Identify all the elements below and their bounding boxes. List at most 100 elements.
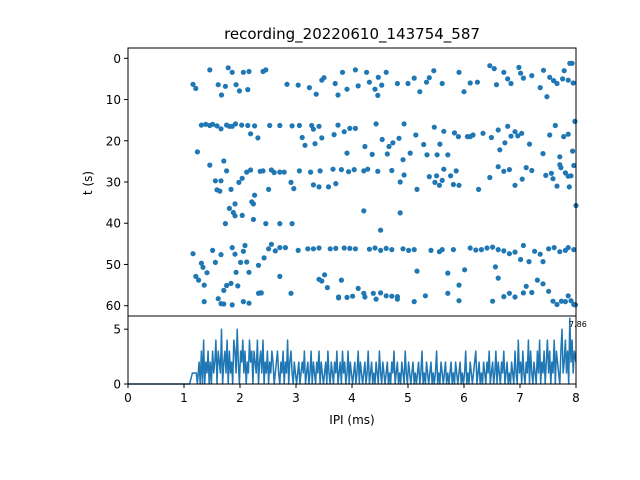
raster-point xyxy=(434,152,440,158)
raster-point xyxy=(492,264,498,270)
raster-point xyxy=(461,89,467,95)
histogram-x-tick-label: 7 xyxy=(516,391,524,405)
raster-point xyxy=(439,247,445,253)
raster-point xyxy=(352,125,358,131)
raster-point xyxy=(267,122,273,129)
raster-point xyxy=(366,79,372,85)
histogram-x-tick-label: 3 xyxy=(292,391,300,405)
raster-point xyxy=(373,121,379,127)
raster-point xyxy=(365,166,371,172)
raster-point xyxy=(523,283,529,289)
raster-point xyxy=(346,169,352,175)
raster-point xyxy=(232,121,239,127)
raster-point xyxy=(240,69,246,75)
raster-point xyxy=(572,302,579,308)
raster-point xyxy=(543,172,549,178)
raster-point xyxy=(423,79,430,85)
raster-point xyxy=(386,143,392,150)
raster-point xyxy=(229,245,235,251)
raster-point xyxy=(201,299,207,305)
raster-point xyxy=(222,221,228,227)
raster-point xyxy=(362,294,368,300)
histogram-x-tick-label: 1 xyxy=(180,391,188,405)
raster-point xyxy=(422,293,428,299)
raster-point xyxy=(561,134,567,140)
raster-point xyxy=(505,76,511,82)
raster-point xyxy=(222,83,228,89)
raster-point xyxy=(232,201,238,207)
raster-point xyxy=(327,246,333,252)
raster-point xyxy=(218,126,224,132)
raster-point xyxy=(218,92,225,98)
raster-point xyxy=(565,131,571,137)
raster-point xyxy=(316,245,322,251)
raster-point xyxy=(319,135,325,141)
raster-point xyxy=(235,283,241,289)
raster-point xyxy=(453,168,459,174)
raster-point xyxy=(379,82,385,88)
raster-point xyxy=(193,273,199,279)
raster-point xyxy=(291,186,297,192)
raster-point xyxy=(296,122,302,129)
raster-point xyxy=(228,280,234,286)
raster-point xyxy=(520,242,527,249)
raster-point xyxy=(432,179,438,185)
raster-point xyxy=(258,290,264,296)
raster-point xyxy=(451,130,458,136)
raster-point xyxy=(529,167,535,174)
raster-point xyxy=(378,247,384,253)
raster-point xyxy=(550,176,556,182)
raster-y-tick-label: 20 xyxy=(106,134,121,148)
raster-point xyxy=(397,179,403,185)
raster-point xyxy=(421,141,427,148)
raster-point xyxy=(203,121,209,127)
raster-point xyxy=(512,294,518,300)
raster-point xyxy=(405,80,411,87)
raster-point xyxy=(501,69,507,75)
raster-point xyxy=(571,247,577,253)
raster-point xyxy=(506,290,512,296)
raster-point xyxy=(350,293,356,299)
raster-point xyxy=(505,123,511,129)
raster-point xyxy=(417,89,423,95)
raster-point xyxy=(470,132,476,138)
raster-point xyxy=(330,166,336,172)
raster-point xyxy=(239,122,245,128)
raster-point xyxy=(557,249,563,255)
raster-point xyxy=(520,290,527,296)
raster-point xyxy=(467,245,473,251)
raster-point xyxy=(242,242,248,249)
raster-point xyxy=(401,172,407,178)
raster-point xyxy=(473,247,479,253)
raster-point xyxy=(295,247,301,253)
histogram-y-tick-label: 5 xyxy=(113,323,121,337)
raster-point xyxy=(361,208,367,214)
raster-point xyxy=(551,78,557,84)
raster-point xyxy=(414,268,420,274)
raster-point xyxy=(411,299,417,305)
raster-point xyxy=(518,70,524,76)
raster-point xyxy=(215,82,221,88)
histogram-annotation: 7.86 xyxy=(569,320,587,329)
raster-point xyxy=(319,278,325,284)
raster-point xyxy=(437,141,443,147)
raster-point xyxy=(490,244,496,250)
raster-point xyxy=(196,277,202,283)
raster-y-ticks: 0 10 20 30 40 50 60 xyxy=(106,52,128,313)
raster-point xyxy=(445,290,451,296)
raster-point xyxy=(255,262,262,268)
raster-point xyxy=(338,167,344,173)
raster-point xyxy=(390,140,396,146)
raster-point xyxy=(428,247,434,253)
raster-point xyxy=(529,289,535,296)
raster-point xyxy=(322,272,328,278)
raster-point xyxy=(224,282,230,289)
raster-point xyxy=(413,132,419,138)
histogram-line xyxy=(128,317,577,385)
raster-point xyxy=(506,251,512,257)
histogram-x-tick-label: 8 xyxy=(572,391,580,405)
raster-point xyxy=(344,294,350,300)
raster-point xyxy=(302,142,308,148)
raster-point xyxy=(414,186,420,192)
raster-point xyxy=(333,245,339,251)
